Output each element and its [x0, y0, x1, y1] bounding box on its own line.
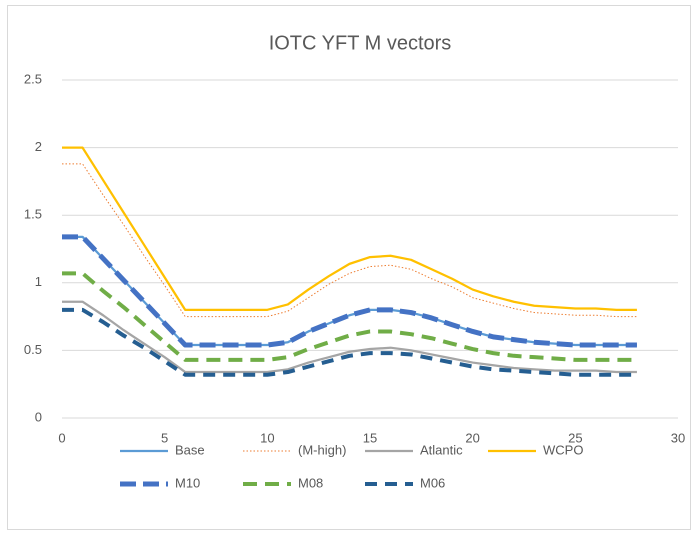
series-line: [62, 307, 637, 377]
x-tick-label: 15: [363, 430, 377, 445]
y-tick-label: 1: [35, 274, 42, 289]
legend-label: M08: [298, 475, 323, 490]
x-tick-label: 25: [568, 430, 582, 445]
legend-label: WCPO: [543, 442, 583, 457]
y-tick-label: 2.5: [24, 71, 42, 86]
y-tick-label: 0: [35, 409, 42, 424]
legend-label: Atlantic: [420, 442, 463, 457]
chart-title: IOTC YFT M vectors: [269, 32, 452, 54]
x-tick-label: 30: [671, 430, 685, 445]
x-tick-label: 20: [465, 430, 479, 445]
series-line: [62, 300, 637, 374]
y-tick-label: 1.5: [24, 207, 42, 222]
chart-border: [7, 5, 691, 530]
x-tick-label: 10: [260, 430, 274, 445]
y-tick-label: 2: [35, 139, 42, 154]
series-line: [62, 163, 637, 318]
series-line: [62, 271, 637, 362]
legend-label: M10: [175, 475, 200, 490]
legend-label: (M-high): [298, 442, 346, 457]
x-tick-label: 0: [58, 430, 65, 445]
series-line: [62, 234, 637, 348]
y-tick-label: 0.5: [24, 342, 42, 357]
legend-label: M06: [420, 475, 445, 490]
x-tick-label: 5: [161, 430, 168, 445]
series-line: [62, 146, 637, 311]
legend-label: Base: [175, 442, 205, 457]
